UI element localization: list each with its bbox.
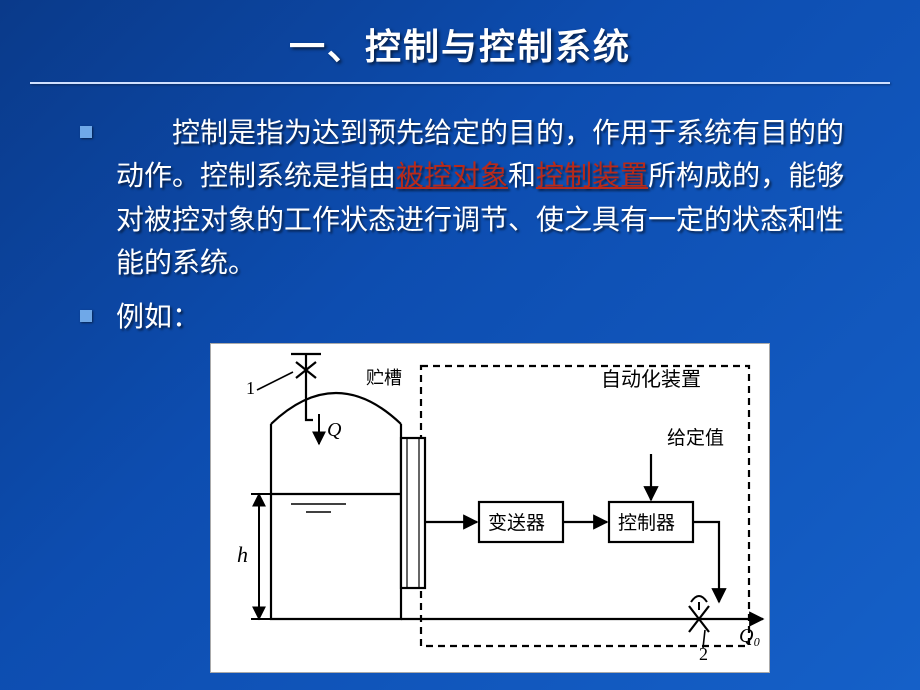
flow-in-symbol: Q [327, 419, 342, 441]
setpoint-label: 给定值 [667, 427, 724, 449]
level-symbol: h [237, 542, 248, 567]
bullet-icon [80, 126, 92, 138]
content-area: 控制是指为达到预先给定的目的，作用于系统有目的的动作。控制系统是指由被控对象和控… [0, 112, 920, 339]
control-system-diagram: 自动化装置 1 Q 贮槽 h 变送器 [210, 343, 770, 673]
flow-out-symbol: Q₀ [739, 625, 760, 647]
tank-body [271, 424, 401, 619]
para1-mid: 和 [508, 161, 536, 192]
level-tap [401, 438, 425, 588]
bullet-item-2: 例如： [80, 296, 860, 339]
paragraph-2: 例如： [116, 296, 200, 339]
transmitter-label: 变送器 [488, 512, 545, 534]
highlight-control-device: 控制装置 [536, 161, 648, 192]
title-divider [30, 82, 890, 84]
tank-label: 贮槽 [366, 368, 402, 388]
highlight-controlled-object: 被控对象 [396, 161, 508, 192]
slide-title: 一、控制与控制系统 [0, 0, 920, 82]
inlet-valve-number: 1 [246, 378, 255, 398]
paragraph-1: 控制是指为达到预先给定的目的，作用于系统有目的的动作。控制系统是指由被控对象和控… [116, 112, 860, 286]
controller-label: 控制器 [618, 512, 675, 534]
bullet-item-1: 控制是指为达到预先给定的目的，作用于系统有目的的动作。控制系统是指由被控对象和控… [80, 112, 860, 286]
arrow-controller-valve [693, 522, 719, 602]
automation-device-label: 自动化装置 [601, 368, 701, 391]
bullet-icon [80, 310, 92, 322]
